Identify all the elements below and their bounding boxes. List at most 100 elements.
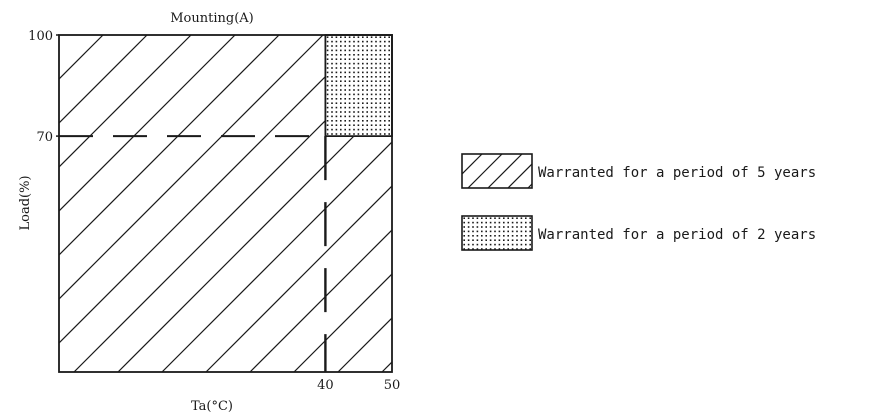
legend-dot-mark — [485, 243, 487, 246]
hatch-line — [205, 35, 392, 372]
legend-dot-mark — [529, 230, 531, 233]
dot-mark — [357, 40, 360, 43]
legend-dot-mark — [503, 235, 505, 237]
dot-mark — [340, 45, 342, 47]
legend-dot-mark — [476, 221, 479, 224]
dot-mark — [388, 58, 390, 60]
y-tick-label-100: 100 — [28, 29, 53, 44]
legend-dot-mark — [481, 248, 483, 250]
dot-mark — [362, 133, 364, 135]
legend-dot-mark — [503, 239, 505, 241]
y-axis-label: Load(%) — [18, 175, 33, 230]
legend-dot-mark — [507, 226, 509, 228]
dot-mark — [340, 106, 342, 109]
legend-dot-mark — [525, 248, 527, 250]
dot-mark — [357, 93, 360, 96]
dot-mark — [366, 93, 368, 96]
dot-mark — [388, 124, 390, 126]
legend-dot-mark — [467, 221, 470, 224]
dot-mark — [362, 58, 364, 60]
dot-mark — [357, 84, 360, 87]
dot-mark — [357, 89, 360, 91]
legend-dot-mark — [503, 230, 505, 233]
dot-mark — [375, 84, 377, 87]
dot-mark — [366, 84, 368, 87]
dot-mark — [348, 71, 351, 74]
dot-mark — [353, 40, 355, 43]
dot-mark — [348, 40, 351, 43]
hatch-line — [59, 35, 368, 372]
dot-mark — [362, 98, 364, 100]
legend-dot-mark — [494, 226, 496, 228]
legend-dot-mark — [520, 248, 523, 250]
dot-mark — [370, 89, 373, 91]
dot-mark — [331, 102, 333, 104]
dot-mark — [331, 49, 333, 52]
dot-mark — [331, 93, 333, 96]
dot-mark — [326, 128, 329, 131]
legend-dot-mark — [516, 248, 518, 250]
dot-mark — [370, 80, 373, 82]
legend-dot-mark — [529, 243, 531, 246]
hatch-line — [381, 35, 392, 372]
dot-mark — [331, 111, 333, 113]
dot-mark — [344, 89, 346, 91]
dot-mark — [357, 54, 360, 56]
dot-mark — [335, 76, 338, 78]
legend-dot-mark — [463, 248, 465, 250]
dot-mark — [370, 49, 373, 52]
dot-mark — [331, 115, 333, 118]
dot-mark — [331, 106, 333, 109]
hatch-line — [161, 35, 392, 372]
dot-mark — [331, 67, 333, 69]
legend-dot-mark — [463, 217, 465, 219]
dot-mark — [366, 98, 368, 100]
dot-mark — [362, 71, 364, 74]
legend-dot-mark — [503, 243, 505, 246]
plot-frame — [58, 34, 393, 373]
hatch-line — [59, 35, 192, 372]
dot-mark — [375, 120, 377, 122]
legend-dot-mark — [481, 239, 483, 241]
dot-mark — [362, 106, 364, 109]
dot-mark — [348, 45, 351, 47]
dot-mark — [366, 54, 368, 56]
legend-dot-mark — [511, 248, 514, 250]
legend-dot-mark — [476, 230, 479, 233]
dot-mark — [388, 102, 390, 104]
dot-mark — [344, 62, 346, 65]
dot-mark — [344, 76, 346, 78]
dot-mark — [384, 98, 386, 100]
dot-mark — [375, 133, 377, 135]
dot-mark — [366, 128, 368, 131]
legend-dot-mark — [498, 230, 501, 233]
legend-dot-mark — [472, 230, 474, 233]
legend-hatch-line — [487, 154, 523, 188]
legend-dot-mark — [516, 217, 518, 219]
legend-dot-mark — [463, 243, 465, 246]
legend-dot-mark — [476, 239, 479, 241]
legend-dot-mark — [498, 248, 501, 250]
legend-dot-mark — [511, 243, 514, 246]
legend-dot-mark — [520, 230, 523, 233]
dot-mark — [331, 128, 333, 131]
dot-mark — [344, 49, 346, 52]
legend-dot-mark — [489, 235, 492, 237]
dot-mark — [379, 93, 382, 96]
dot-mark — [384, 58, 386, 60]
dot-mark — [366, 106, 368, 109]
dot-mark — [362, 67, 364, 69]
dot-mark — [335, 71, 338, 74]
dot-mark — [388, 89, 390, 91]
dot-mark — [362, 128, 364, 131]
dot-mark — [357, 133, 360, 135]
dot-mark — [331, 40, 333, 43]
dot-mark — [366, 111, 368, 113]
dot-mark — [340, 76, 342, 78]
legend-dot-mark — [481, 217, 483, 219]
legend-dot-mark — [467, 230, 470, 233]
dot-mark — [357, 106, 360, 109]
legend-dot-mark — [529, 248, 531, 250]
legend-item-2-years: Warranted for a period of 2 years — [461, 215, 816, 251]
